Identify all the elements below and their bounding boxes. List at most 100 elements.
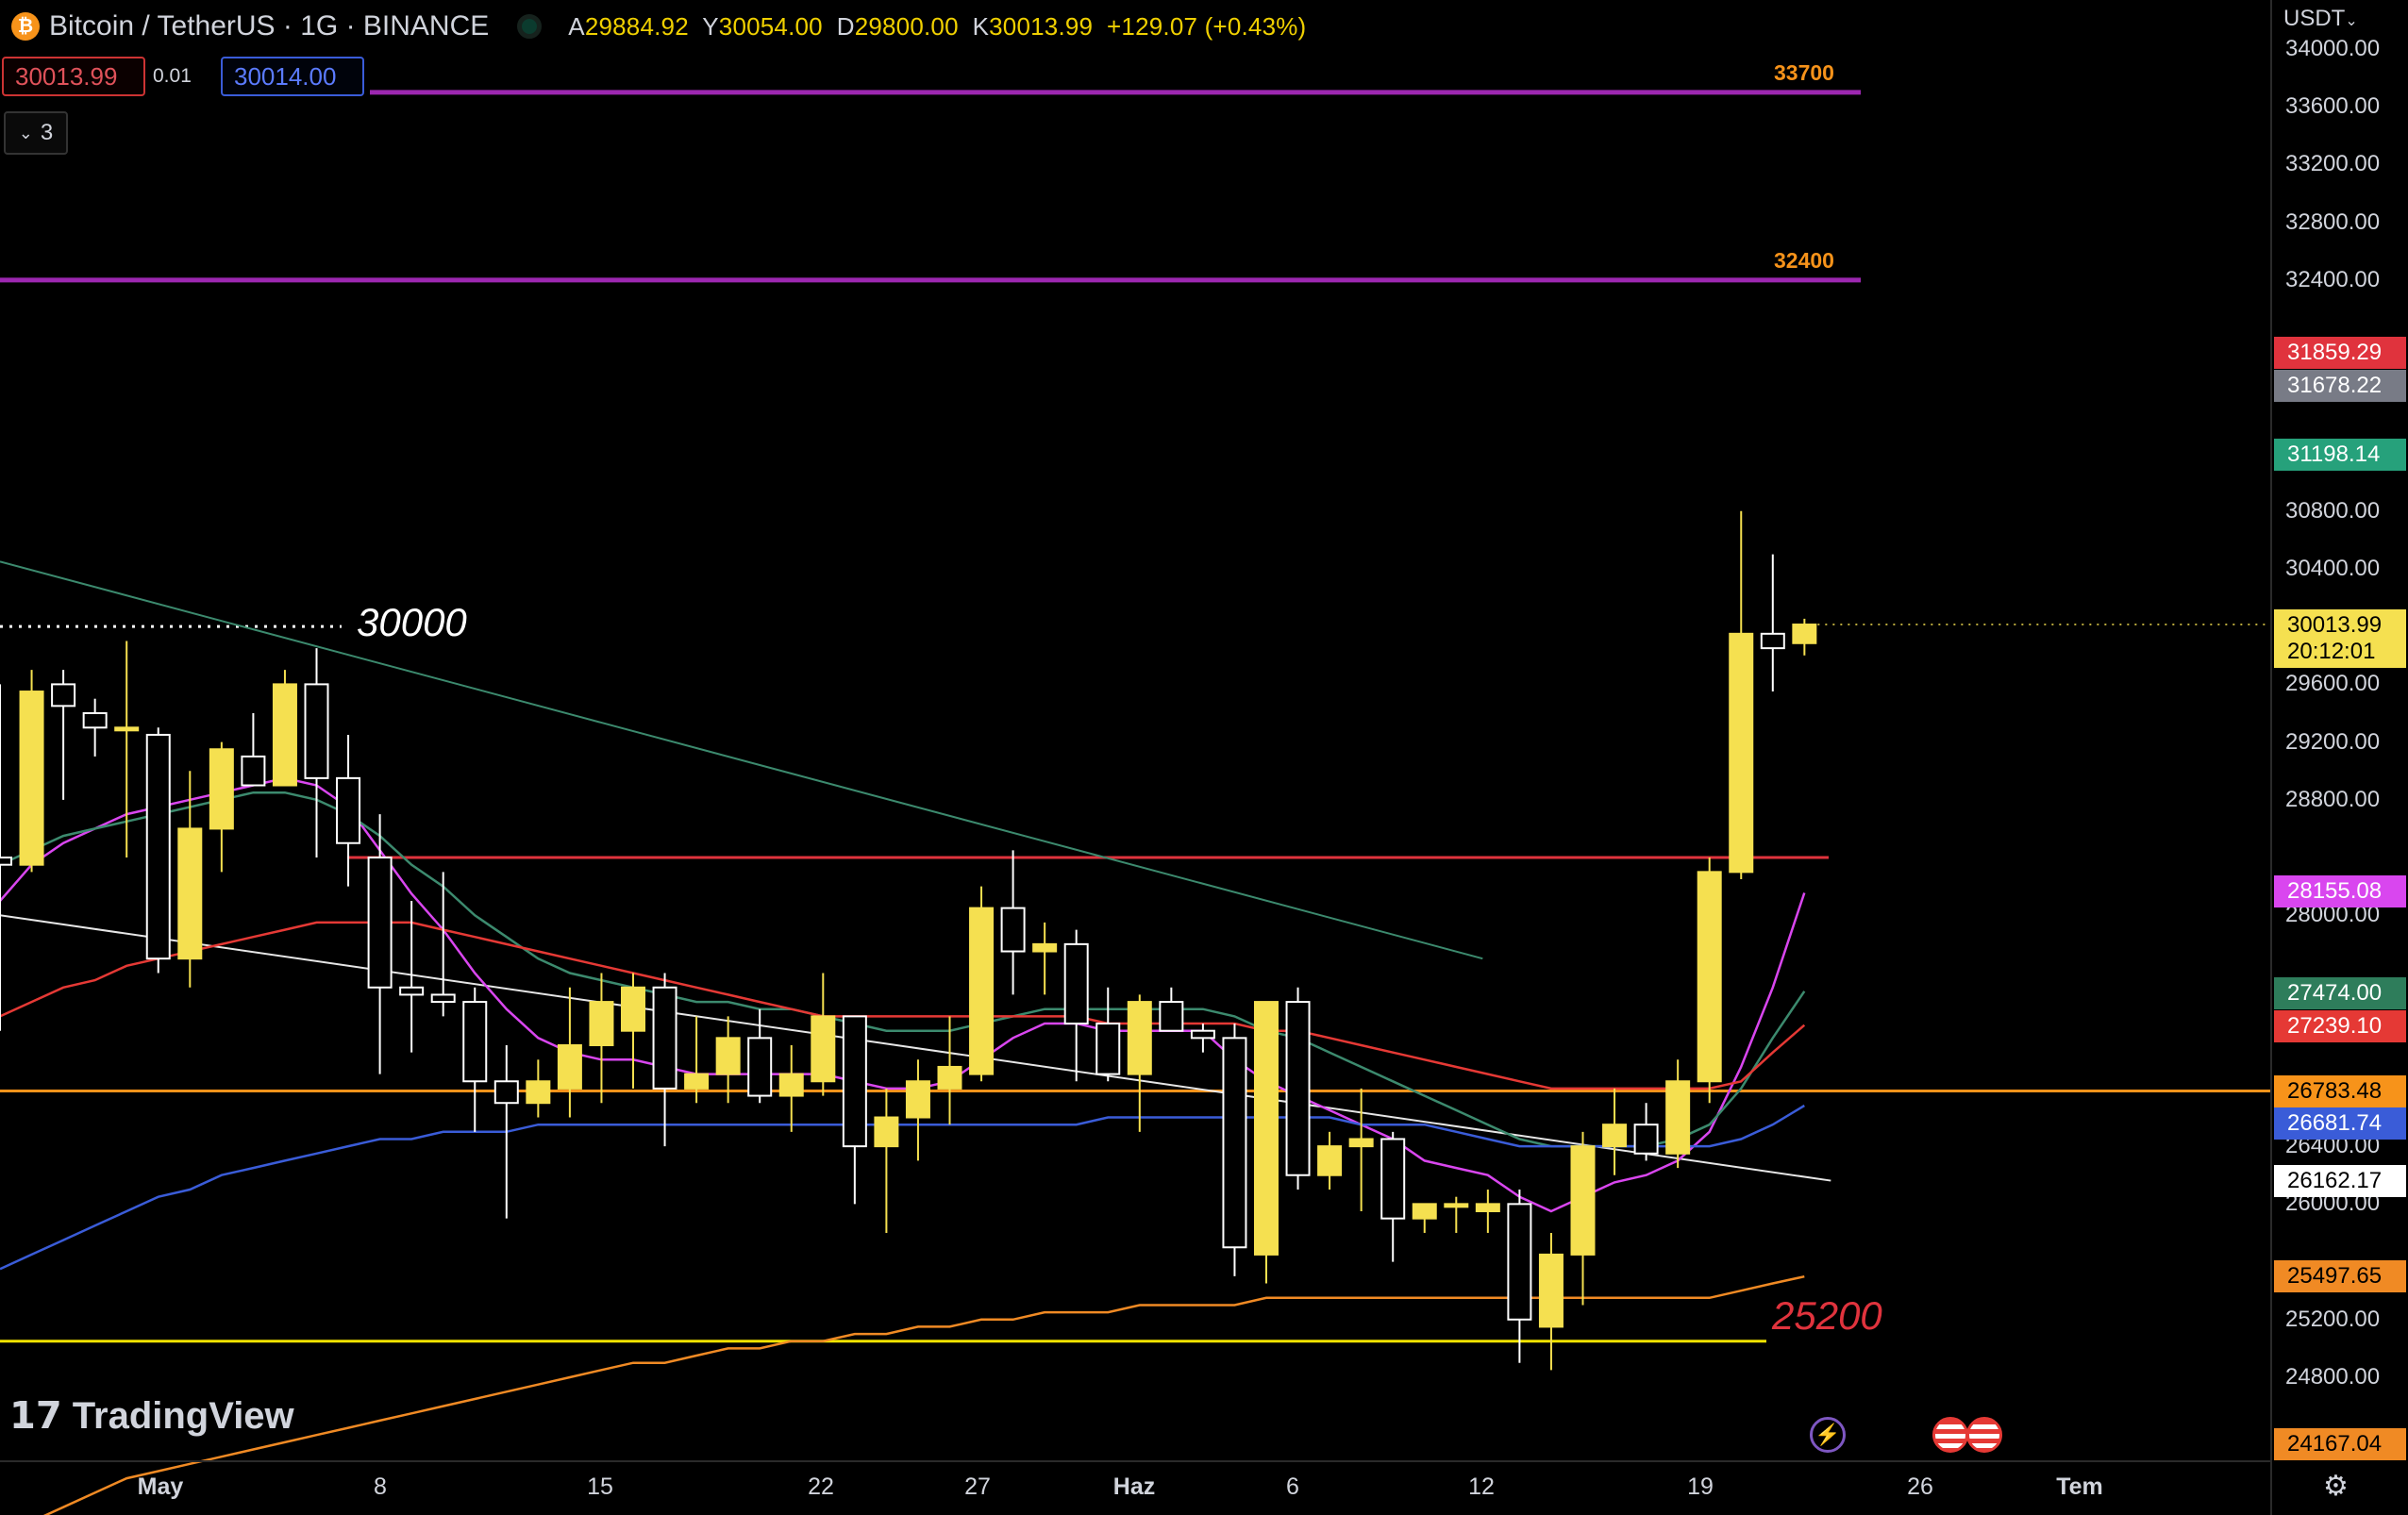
moving-average-line [0,776,1806,1213]
time-tick-label: 27 [964,1473,991,1500]
candle-body [811,1015,836,1083]
candle-body [1697,871,1722,1083]
candle-body [905,1080,930,1119]
tradingview-mark-icon: 𝟭𝟳 [9,1395,73,1437]
candle-body [1570,1145,1596,1256]
price-badge: 31678.22 [2274,370,2406,402]
moving-average-line [42,1274,1805,1515]
candle-body [557,1044,582,1090]
candle-body [1602,1124,1628,1148]
ohlc-readout: A29884.92 Y30054.00 D29800.00 K30013.99 … [568,11,1307,41]
candle-countdown: 20:12:01 [2287,639,2376,664]
price-badge: 24167.04 [2274,1428,2406,1460]
lightning-event-icon[interactable]: ⚡ [1810,1417,1846,1453]
sell-button[interactable]: 30013.99 [2,57,145,96]
time-tick-label: 26 [1907,1473,1933,1500]
time-tick-label: Haz [1112,1473,1156,1500]
price-tick-label: 28800.00 [2285,786,2381,812]
candle-body [1095,1023,1121,1075]
price-annotation: 25200 [1772,1292,1882,1338]
candle-body [1285,1001,1311,1176]
price-tick-label: 32800.00 [2285,208,2381,235]
candle-body [1380,1138,1406,1220]
settings-gear-icon[interactable]: ⚙ [2323,1471,2349,1502]
price-badge: 26162.17 [2274,1165,2406,1197]
price-axis-divider [2270,0,2272,1515]
time-tick-label: 8 [374,1473,387,1500]
symbol-title[interactable]: Bitcoin / TetherUS · 1G · BINANCE [49,10,490,42]
candle-body [272,683,297,787]
price-tick-label: 33600.00 [2285,93,2381,120]
time-tick-label: 15 [587,1473,613,1500]
currency-selector[interactable]: USDT⌄ [2283,6,2358,31]
symbol-header: ₿ Bitcoin / TetherUS · 1G · BINANCE A298… [0,0,1306,53]
candle-body [1760,632,1785,650]
price-badge: 31859.29 [2274,337,2406,369]
candle-body [1348,1138,1374,1148]
price-badge: 26681.74 [2274,1107,2406,1140]
price-badge: 27239.10 [2274,1010,2406,1042]
price-badge: 26783.48 [2274,1075,2406,1107]
candle-body [1063,942,1089,1025]
candle-body [1317,1145,1343,1176]
indicators-collapse-button[interactable]: ⌄ 3 [4,111,68,155]
candle-body [0,857,12,866]
bitcoin-icon[interactable]: ₿ [11,12,40,41]
candle-body [526,1080,551,1105]
chevron-down-icon: ⌄ [2345,13,2358,29]
moving-average-line [0,791,1806,1148]
price-tick-label: 32400.00 [2285,266,2381,292]
price-badge: 27474.00 [2274,977,2406,1009]
candle-body [589,1001,614,1046]
us-flag-event-icon[interactable] [1932,1417,1968,1453]
candle-body [621,986,645,1032]
candle-body [304,683,329,779]
candle-body [114,726,140,732]
candle-body [430,993,456,1004]
price-tick-label: 30800.00 [2285,497,2381,524]
chevron-down-icon: ⌄ [18,123,33,142]
market-status-icon[interactable] [517,14,543,39]
candle-body [1444,1203,1469,1208]
candle-body [684,1073,710,1090]
candle-body [874,1116,899,1148]
level-label: 32400 [1774,247,1834,273]
price-tick-label: 34000.00 [2285,36,2381,61]
trendline [0,914,1831,1182]
time-tick-label: Tem [2056,1473,2103,1500]
candle-body [778,1073,804,1097]
price-tick-label: 24800.00 [2285,1364,2381,1390]
moving-average-line [0,1104,1805,1271]
us-flag-event-icon[interactable] [1966,1417,2002,1453]
price-tick-label: 29600.00 [2285,671,2381,697]
candle-body [1190,1029,1215,1040]
price-tick-label: 29200.00 [2285,728,2381,755]
time-tick-label: 22 [808,1473,834,1500]
candle-body [1127,1001,1152,1075]
candle-body [1729,632,1754,874]
price-badge: 31198.14 [2274,439,2406,471]
candle-body [367,857,393,989]
price-tick-label: 33200.00 [2285,151,2381,177]
candle-body [1538,1253,1564,1328]
candle-body [715,1037,741,1075]
current-price: 30013.99 [2287,612,2383,638]
time-tick-label: May [137,1473,184,1500]
candle-body [1507,1203,1532,1321]
time-tick-label: 12 [1468,1473,1495,1500]
spread-value: 0.01 [153,65,192,87]
candle-body [1254,1001,1279,1256]
candle-body [336,776,361,844]
time-tick-label: 19 [1687,1473,1714,1500]
candle-body [177,827,203,960]
buy-button[interactable]: 30014.00 [221,57,364,96]
moving-average-line [0,921,1806,1090]
candle-body [1475,1203,1500,1212]
candle-body [842,1015,867,1148]
candle-body [51,683,76,708]
indicator-count: 3 [40,120,54,145]
tradingview-logo[interactable]: 𝟭𝟳 TradingView [9,1395,294,1437]
candle-body [462,1001,488,1083]
